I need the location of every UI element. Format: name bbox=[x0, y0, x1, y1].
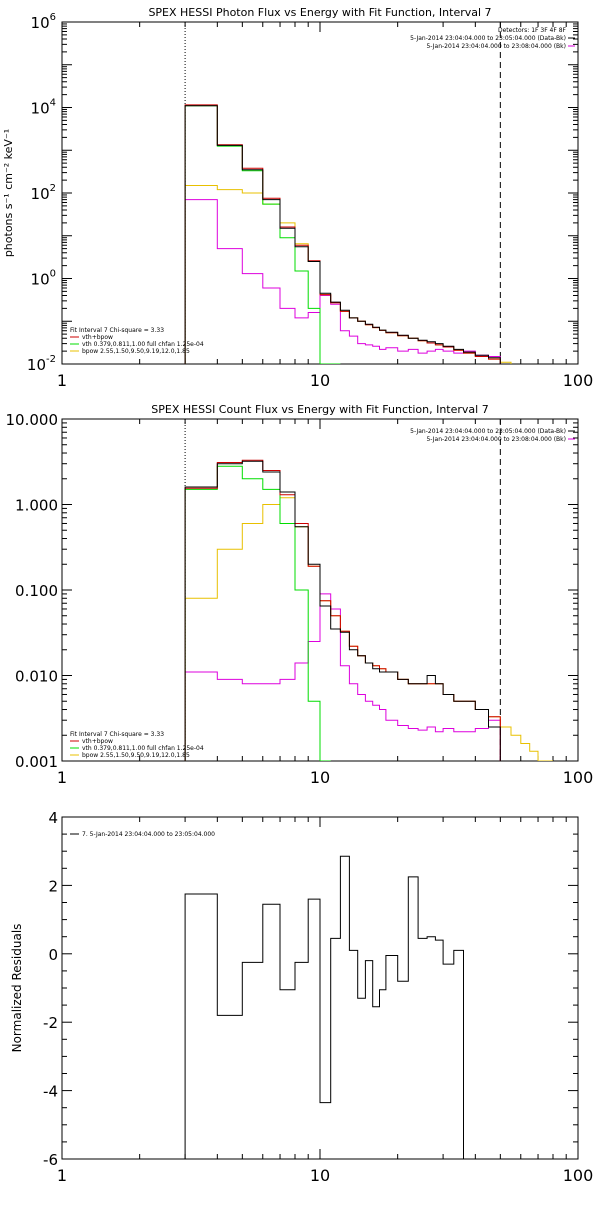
series-vth-line bbox=[184, 105, 341, 364]
legend-left-text: Fit Interval 7 Chi-square = 3.33 bbox=[70, 731, 164, 738]
legend-left-text: Fit Interval 7 Chi-square = 3.33 bbox=[70, 327, 164, 334]
photon-flux-panel: SPEX HESSI Photon Flux vs Energy with Fi… bbox=[2, 6, 579, 365]
y-tick-label: 10-2 bbox=[27, 354, 56, 374]
y-tick-label: 106 bbox=[31, 12, 56, 32]
series-data-line bbox=[184, 855, 464, 1159]
y-tick-label: -4 bbox=[43, 1083, 58, 1101]
legend-left-text: vth 0.379,0.811,1.00 full chfan 1.25e-04 bbox=[82, 745, 204, 752]
x-tick-label: 10 bbox=[310, 768, 330, 787]
series-vth-line bbox=[184, 465, 331, 761]
y-tick-label: 104 bbox=[31, 98, 56, 118]
panel-2-series bbox=[184, 855, 464, 1159]
y-tick-label-base: 10 bbox=[31, 185, 50, 203]
series-total-line bbox=[184, 459, 501, 761]
y-tick-label-exponent: 4 bbox=[50, 98, 56, 109]
y-tick-label-exponent: 0 bbox=[50, 269, 56, 280]
legend-left-text: vth+bpow bbox=[82, 334, 113, 341]
y-tick-label-exponent: -2 bbox=[46, 354, 56, 365]
y-tick-label-base: 10 bbox=[31, 14, 50, 32]
panel-0-series bbox=[184, 104, 512, 364]
series-data-line bbox=[184, 460, 501, 761]
count-panel-title: SPEX HESSI Count Flux vs Energy with Fit… bbox=[151, 403, 488, 416]
legend-left-text: 7. 5-Jan-2014 23:04:04.000 to 23:05:04.0… bbox=[82, 831, 215, 838]
y-tick-label: 2 bbox=[48, 877, 58, 895]
legend-left-text: vth+bpow bbox=[82, 738, 113, 745]
y-tick-label: 10.000 bbox=[6, 411, 59, 429]
x-tick-label: 100 bbox=[563, 371, 594, 390]
y-tick-label: 0 bbox=[48, 946, 58, 964]
photon-y-axis-label: photons s⁻¹ cm⁻² keV⁻¹ bbox=[2, 129, 15, 257]
y-tick-label: 4 bbox=[48, 809, 58, 827]
y-tick-label: 1.000 bbox=[15, 497, 58, 515]
legend-right-text: 5-Jan-2014 23:04:04.000 to 23:08:04.000 … bbox=[426, 436, 566, 443]
x-tick-label: 100 bbox=[563, 768, 594, 787]
legend-right-text: Detectors: 1F 3F 4F 8F bbox=[498, 27, 567, 34]
legend-left-text: bpow 2.55,1.50,9.50,9.19,12.0,1.85 bbox=[82, 752, 190, 759]
legend-left-text: bpow 2.55,1.50,9.50,9.19,12.0,1.85 bbox=[82, 348, 190, 355]
panel-1-series bbox=[184, 459, 553, 761]
y-tick-label: 0.010 bbox=[15, 668, 58, 686]
series-bk-line bbox=[184, 199, 501, 364]
residuals-y-axis-title: Normalized Residuals bbox=[10, 924, 24, 1053]
series-bpow-line bbox=[184, 497, 553, 761]
panel-1-marks: 1 10 100 0.001 0.010 0.100 1.000 10.000 5-Jan-20… bbox=[6, 411, 594, 787]
y-tick-label: 0.001 bbox=[15, 753, 58, 771]
legend-right-text: 5-Jan-2014 23:04:04.000 to 23:05:04.000 … bbox=[410, 428, 566, 435]
panel-2-marks: 1 10 100 -6 -4 -2 0 2 4 7. 5-Jan-2014 23:04:04.00… bbox=[43, 809, 593, 1185]
y-tick-label-base: 10 bbox=[27, 356, 46, 374]
x-tick-label: 1 bbox=[57, 371, 67, 390]
legend-right-text: 5-Jan-2014 23:04:04.000 to 23:05:04.000 … bbox=[410, 35, 566, 42]
series-bk-line bbox=[184, 593, 501, 761]
y-tick-label: 102 bbox=[31, 183, 56, 203]
x-tick-label: 1 bbox=[57, 1166, 67, 1185]
series-total-line bbox=[184, 104, 501, 364]
series-data-line bbox=[184, 105, 501, 364]
residuals-y-axis-label: Normalized Residuals bbox=[10, 924, 24, 1053]
photon-y-axis-title: photons s⁻¹ cm⁻² keV⁻¹ bbox=[2, 129, 15, 257]
x-tick-label: 10 bbox=[310, 371, 330, 390]
x-tick-label: 100 bbox=[563, 1166, 594, 1185]
legend-right-text: 5-Jan-2014 23:04:04.000 to 23:08:04.000 … bbox=[426, 43, 566, 50]
y-tick-label-base: 10 bbox=[31, 271, 50, 289]
y-tick-label-exponent: 6 bbox=[50, 12, 56, 23]
y-tick-label: -6 bbox=[43, 1151, 58, 1169]
x-tick-label: 10 bbox=[310, 1166, 330, 1185]
y-tick-label-base: 10 bbox=[31, 100, 50, 118]
x-tick-label: 1 bbox=[57, 768, 67, 787]
y-tick-label: -2 bbox=[43, 1014, 58, 1032]
legend-left-text: vth 0.379,0.811,1.00 full chfan 1.25e-04 bbox=[82, 341, 204, 348]
photon-panel-title: SPEX HESSI Photon Flux vs Energy with Fi… bbox=[148, 6, 491, 19]
y-tick-label: 100 bbox=[31, 269, 56, 289]
y-tick-label-exponent: 2 bbox=[50, 183, 56, 194]
y-tick-label: 0.100 bbox=[15, 582, 58, 600]
series-bpow-line bbox=[184, 185, 512, 364]
residuals-panel: Normalized Residuals bbox=[10, 816, 579, 1160]
